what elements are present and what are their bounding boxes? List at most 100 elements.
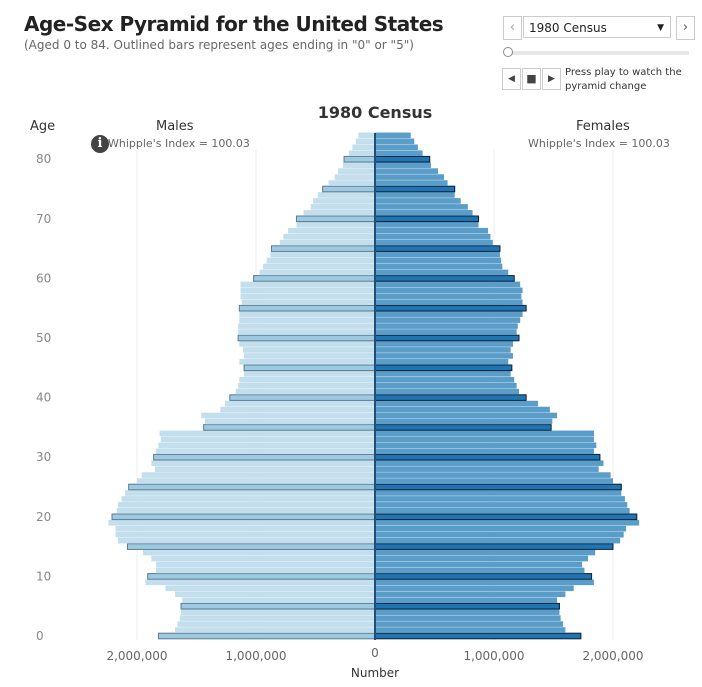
male-bar-age-47 <box>244 353 375 359</box>
male-bar-age-5 <box>180 602 376 610</box>
female-bar-age-66 <box>375 239 493 246</box>
census-slider[interactable] <box>503 47 689 57</box>
female-bar-age-69 <box>375 221 479 228</box>
female-bar-age-77 <box>375 174 445 180</box>
male-bar-age-58 <box>240 287 375 294</box>
female-bar-age-25 <box>374 483 622 491</box>
male-bar-age-81 <box>348 150 375 157</box>
female-bar-age-48 <box>375 347 511 353</box>
chevron-right-icon[interactable]: › <box>676 16 695 40</box>
female-bar-age-60 <box>374 275 515 282</box>
female-bar-age-54 <box>375 311 523 317</box>
female-bar-age-83 <box>375 138 415 145</box>
male-bar-age-73 <box>313 198 375 204</box>
male-bar-age-57 <box>240 293 375 300</box>
male-bar-age-41 <box>235 388 375 395</box>
male-bar-age-62 <box>263 263 375 270</box>
female-bar-age-43 <box>375 376 515 383</box>
female-bar-age-79 <box>375 162 431 168</box>
female-bar-age-41 <box>375 388 519 395</box>
female-whipple-index: Whipple's Index = 100.03 <box>528 137 670 150</box>
male-bar-age-50 <box>237 334 376 342</box>
male-bar-age-27 <box>141 472 375 478</box>
male-bar-age-56 <box>241 299 375 306</box>
census-select[interactable]: 1980 Census ▼ <box>523 16 671 38</box>
female-bar-age-82 <box>375 144 418 151</box>
male-bar-age-11 <box>156 567 375 574</box>
female-bar-age-14 <box>375 549 596 556</box>
male-bar-age-53 <box>239 317 375 323</box>
male-bar-age-64 <box>270 251 375 258</box>
female-bar-age-64 <box>375 251 500 258</box>
male-bar-age-76 <box>328 180 375 186</box>
age-tick-label: 0 <box>36 629 44 643</box>
age-tick-label: 10 <box>36 569 51 583</box>
stop-icon[interactable]: ■ <box>522 68 541 90</box>
male-bar-age-38 <box>220 406 375 413</box>
female-bar-age-30 <box>374 453 601 461</box>
x-tick-label: 2,000,000 <box>582 649 643 663</box>
male-bar-age-40 <box>229 394 376 401</box>
male-bar-age-0 <box>157 632 376 640</box>
male-bar-age-83 <box>355 138 375 145</box>
step-back-icon[interactable]: ◀ <box>502 68 521 90</box>
x-tick-label: 1,000,000 <box>225 649 286 663</box>
male-bar-age-2 <box>177 621 375 627</box>
female-bar-age-75 <box>374 185 456 193</box>
female-bar-age-1 <box>375 627 566 633</box>
female-bar-age-3 <box>375 615 561 621</box>
female-bar-age-26 <box>375 478 613 484</box>
female-bar-age-9 <box>375 579 594 586</box>
info-icon[interactable]: i <box>91 135 109 153</box>
x-tick-label: 1,000,000 <box>463 649 524 663</box>
male-whipple-index: Whipple's Index = 100.03 <box>108 137 250 150</box>
chevron-down-icon: ▼ <box>657 23 664 33</box>
male-bar-age-46 <box>239 359 375 365</box>
male-bar-age-36 <box>204 418 375 425</box>
male-bar-age-1 <box>175 627 375 633</box>
male-bar-age-52 <box>238 323 375 329</box>
male-bar-age-7 <box>175 591 375 598</box>
male-bar-age-42 <box>238 382 375 389</box>
female-bar-age-58 <box>375 287 523 294</box>
step-forward-icon[interactable]: ▶ <box>542 68 561 90</box>
female-bar-age-19 <box>375 519 640 526</box>
female-bar-age-70 <box>374 215 480 223</box>
x-tick-label: 2,000,000 <box>106 649 167 663</box>
female-bar-age-37 <box>375 412 558 419</box>
female-bar-age-73 <box>375 198 461 204</box>
female-bar-age-65 <box>374 245 501 252</box>
male-bar-age-8 <box>165 585 375 592</box>
male-bar-age-39 <box>225 400 375 407</box>
female-bar-age-62 <box>375 263 503 270</box>
male-bar-age-61 <box>259 269 375 276</box>
female-bar-age-6 <box>375 597 558 604</box>
female-bar-age-24 <box>375 490 622 496</box>
male-bar-age-67 <box>283 233 375 240</box>
male-bar-age-10 <box>147 573 376 580</box>
male-bar-age-33 <box>160 436 375 443</box>
age-tick-label: 30 <box>36 450 51 464</box>
female-bar-age-84 <box>375 132 411 139</box>
female-bar-age-31 <box>375 448 594 455</box>
female-bar-age-59 <box>375 281 521 288</box>
male-bar-age-49 <box>239 341 375 347</box>
female-bar-age-23 <box>375 496 625 502</box>
chevron-left-icon[interactable]: ‹ <box>503 16 522 40</box>
female-bar-age-15 <box>374 543 614 550</box>
female-bar-age-34 <box>375 430 594 437</box>
male-bar-age-24 <box>125 490 375 496</box>
male-bar-age-22 <box>117 502 376 508</box>
male-bar-age-12 <box>156 561 375 568</box>
male-bar-age-60 <box>253 275 376 282</box>
male-bar-age-37 <box>201 412 375 419</box>
slider-handle[interactable] <box>503 47 513 57</box>
age-tick-label: 70 <box>36 212 51 226</box>
male-bar-age-65 <box>270 245 376 252</box>
female-bar-age-42 <box>375 382 517 389</box>
female-bar-age-13 <box>375 555 589 562</box>
female-bar-age-20 <box>374 513 638 521</box>
chart-title: 1980 Census <box>317 103 433 122</box>
male-bar-age-34 <box>159 430 375 437</box>
male-bar-age-54 <box>239 311 375 317</box>
